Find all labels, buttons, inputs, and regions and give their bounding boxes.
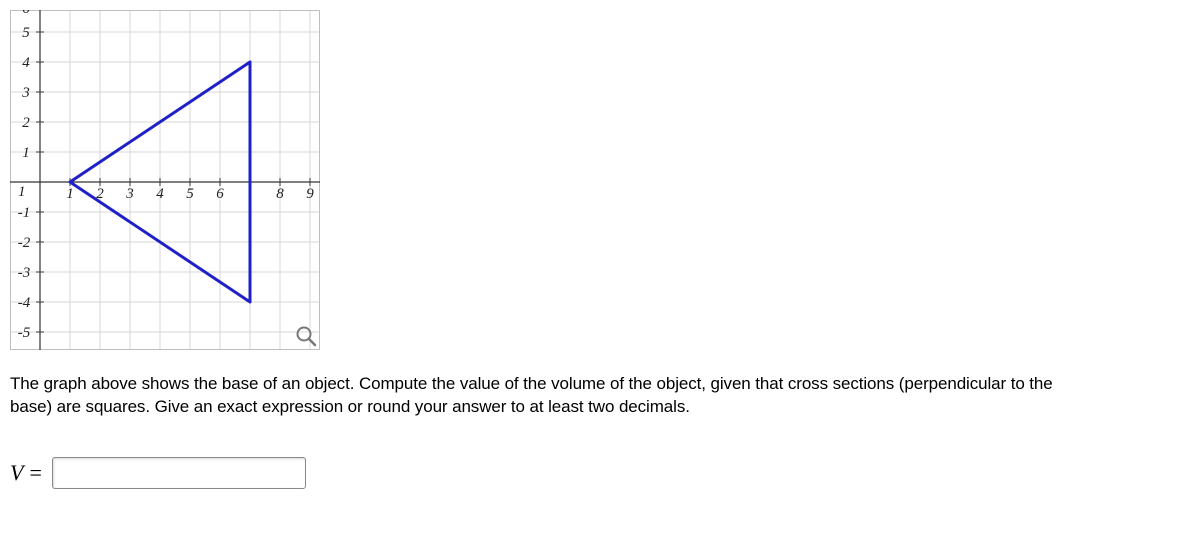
- answer-input[interactable]: [52, 457, 306, 489]
- answer-row: V =: [10, 457, 1190, 489]
- svg-text:4: 4: [156, 186, 164, 202]
- svg-text:5: 5: [22, 25, 30, 41]
- svg-text:1: 1: [22, 145, 30, 161]
- svg-text:6: 6: [216, 186, 224, 202]
- answer-symbol: V: [10, 460, 23, 486]
- svg-text:9: 9: [306, 186, 314, 202]
- question-text: The graph above shows the base of an obj…: [10, 373, 1060, 419]
- svg-text:-2: -2: [18, 235, 31, 251]
- svg-text:-1: -1: [18, 205, 31, 221]
- svg-text:-4: -4: [18, 295, 31, 311]
- svg-text:2: 2: [22, 115, 30, 131]
- svg-text:1: 1: [18, 184, 26, 200]
- svg-text:3: 3: [125, 186, 134, 202]
- svg-text:-5: -5: [18, 325, 31, 341]
- svg-text:5: 5: [186, 186, 194, 202]
- svg-text:3: 3: [21, 85, 30, 101]
- magnify-icon[interactable]: [294, 324, 318, 348]
- svg-text:1: 1: [66, 186, 74, 202]
- coordinate-graph: 6 5 4 3 2 1 1 -1 -2 -3 -4 -5 1 2 3 4 5 6…: [10, 10, 320, 350]
- answer-equals: =: [29, 460, 41, 486]
- svg-text:8: 8: [276, 186, 284, 202]
- svg-text:4: 4: [22, 55, 30, 71]
- graph-container: 6 5 4 3 2 1 1 -1 -2 -3 -4 -5 1 2 3 4 5 6…: [10, 10, 320, 350]
- svg-text:6: 6: [22, 10, 30, 17]
- svg-text:-3: -3: [18, 265, 31, 281]
